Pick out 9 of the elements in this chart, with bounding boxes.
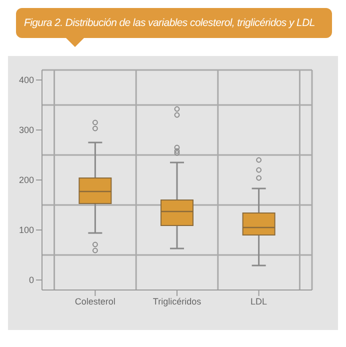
y-tick-label: 100: [18, 225, 34, 236]
y-tick-label: 300: [18, 125, 34, 136]
y-tick-label: 200: [18, 175, 34, 186]
x-tick-label: LDL: [250, 296, 268, 306]
x-tick-label: Triglicéridos: [152, 296, 202, 306]
chart-title: Figura 2. Distribución de las variables colesterol, triglicéridos y LDL: [16, 8, 332, 38]
x-tick-label: Colesterol: [74, 296, 116, 306]
y-tick-label: 400: [18, 75, 34, 86]
y-tick-label: 0: [28, 275, 34, 286]
